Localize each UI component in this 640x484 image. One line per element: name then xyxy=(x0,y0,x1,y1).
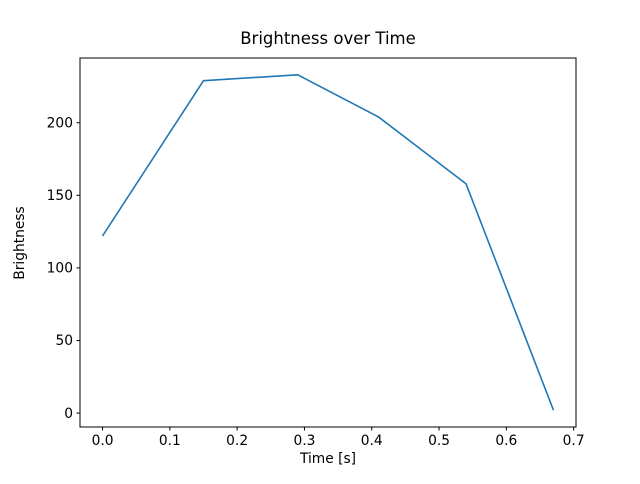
axes-frame xyxy=(79,57,577,428)
y-axis-label: Brightness xyxy=(12,206,28,280)
x-tick-label: 0.3 xyxy=(293,433,315,449)
x-tick-label: 0.5 xyxy=(428,433,450,449)
y-tick-label: 150 xyxy=(47,188,73,204)
x-tick-label: 0.2 xyxy=(226,433,248,449)
y-tick-label: 200 xyxy=(47,115,73,131)
x-tick-label: 0.7 xyxy=(563,433,585,449)
data-series-line xyxy=(101,74,555,411)
y-tick-label: 100 xyxy=(47,261,73,277)
x-tick-label: 0.1 xyxy=(159,433,181,449)
x-tick-label: 0.6 xyxy=(495,433,517,449)
x-tick-label: 0.0 xyxy=(92,433,114,449)
x-axis-label: Time [s] xyxy=(299,451,356,467)
x-tick-label: 0.4 xyxy=(361,433,383,449)
plot-area: 0.0 0.1 0.2 0.3 0.4 0.5 0.6 0.7 0 50 100 150 200 xyxy=(47,57,585,449)
chart-title: Brightness over Time xyxy=(240,29,416,48)
y-tick-label: 50 xyxy=(55,333,73,349)
y-tick-label: 0 xyxy=(64,406,73,422)
